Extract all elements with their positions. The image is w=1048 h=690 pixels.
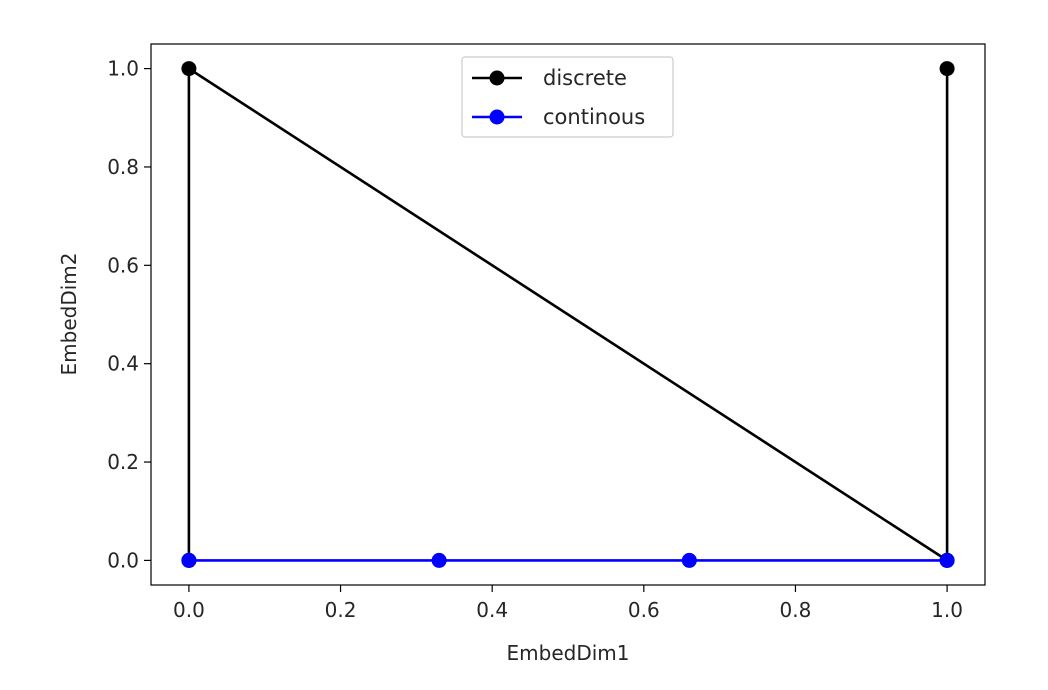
y-axis-label: EmbedDim2 xyxy=(57,253,81,376)
data-point-continous xyxy=(431,552,447,568)
legend-entry-discrete: discrete xyxy=(472,66,627,90)
series-continous xyxy=(181,552,955,568)
legend-entry-continous: continous xyxy=(472,105,645,129)
x-tick-label: 0.6 xyxy=(628,598,660,622)
legend-marker xyxy=(489,70,505,86)
y-tick-label: 0.4 xyxy=(107,352,139,376)
y-tick-label: 0.8 xyxy=(107,155,139,179)
x-tick-label: 0.0 xyxy=(173,598,205,622)
data-point-discrete xyxy=(181,61,197,77)
series-layer xyxy=(181,61,955,568)
legend: discrete continous xyxy=(461,56,674,138)
legend-marker xyxy=(489,109,505,125)
data-point-discrete xyxy=(939,61,955,77)
data-point-continous xyxy=(939,552,955,568)
x-tick-label: 0.4 xyxy=(476,598,508,622)
y-axis: 0.0 0.2 0.4 0.6 0.8 1.0 xyxy=(107,57,151,572)
y-tick-label: 1.0 xyxy=(107,57,139,81)
x-tick-label: 0.8 xyxy=(780,598,812,622)
y-tick-label: 0.2 xyxy=(107,450,139,474)
data-point-continous xyxy=(181,552,197,568)
x-tick-label: 0.2 xyxy=(325,598,357,622)
y-tick-label: 0.0 xyxy=(107,548,139,572)
legend-label: discrete xyxy=(543,66,627,90)
x-tick-label: 1.0 xyxy=(931,598,963,622)
x-axis: 0.0 0.2 0.4 0.6 0.8 1.0 xyxy=(173,585,963,622)
series-line-discrete xyxy=(187,67,949,562)
plot-frame xyxy=(150,43,986,586)
x-axis-label: EmbedDim1 xyxy=(507,641,630,665)
legend-label: continous xyxy=(543,105,645,129)
y-tick-label: 0.6 xyxy=(107,253,139,277)
data-point-continous xyxy=(681,552,697,568)
